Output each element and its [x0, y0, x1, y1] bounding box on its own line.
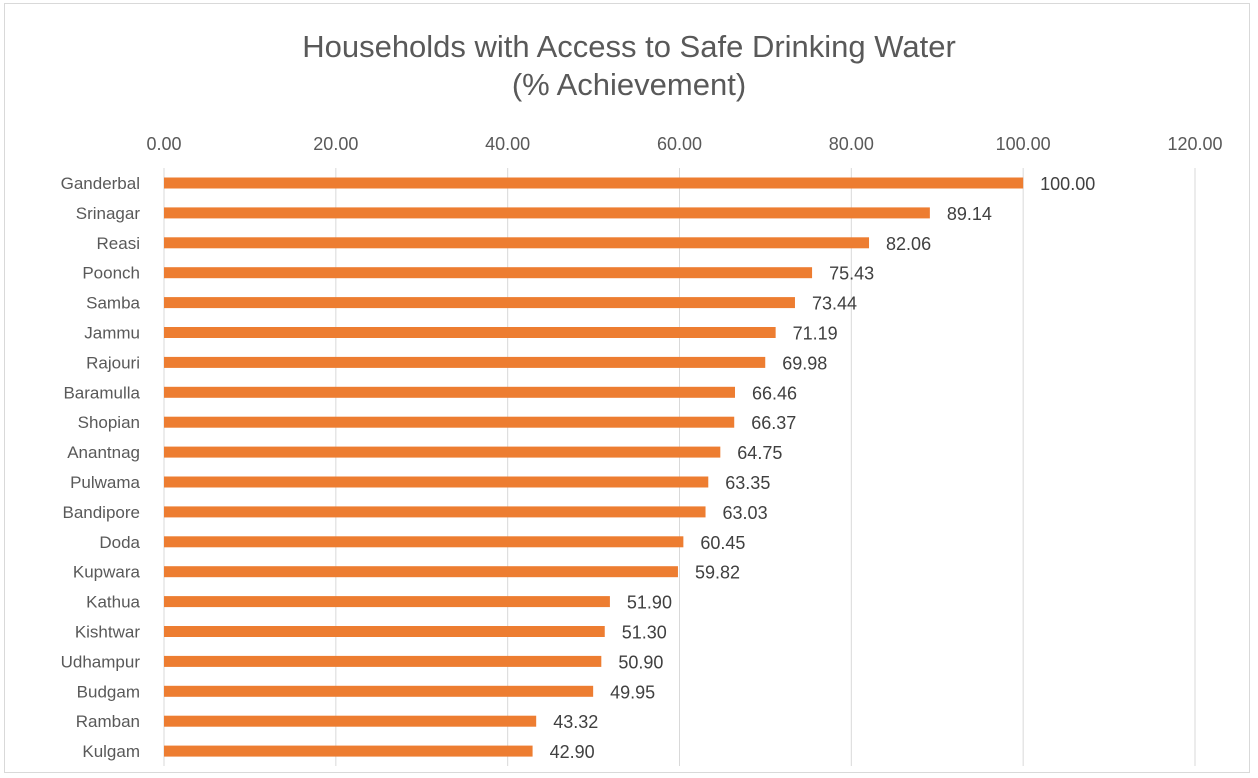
data-label: 51.90 [627, 593, 672, 613]
data-label: 66.46 [752, 383, 797, 403]
data-label: 63.03 [723, 503, 768, 523]
bar [164, 715, 537, 727]
category-label: Anantnag [67, 443, 140, 462]
chart-title-line1: Households with Access to Safe Drinking … [302, 29, 956, 64]
category-labels: Ganderbal Srinagar Reasi Poonch Samba Jammu Ra… [61, 174, 141, 761]
data-label: 71.19 [793, 324, 838, 344]
data-label: 69.98 [782, 353, 827, 373]
category-label: Rajouri [86, 353, 140, 372]
x-tick-label: 20.00 [313, 134, 358, 154]
category-label: Ramban [76, 712, 140, 731]
x-tick-label: 120.00 [1167, 134, 1222, 154]
category-label: Ganderbal [61, 174, 140, 193]
gridlines [163, 168, 1196, 766]
data-label: 63.35 [725, 473, 770, 493]
data-label: 75.43 [829, 264, 874, 284]
bar [164, 745, 533, 757]
category-label: Poonch [82, 264, 140, 283]
bar [164, 177, 1024, 189]
category-label: Kishtwar [75, 623, 141, 642]
category-label: Srinagar [76, 204, 141, 223]
x-tick-label: 100.00 [996, 134, 1051, 154]
x-tick-label: 80.00 [829, 134, 874, 154]
chart-title: Households with Access to Safe Drinking … [0, 28, 1258, 104]
data-label: 100.00 [1040, 174, 1095, 194]
category-label: Jammu [84, 324, 140, 343]
x-tick-label: 40.00 [485, 134, 530, 154]
category-label: Pulwama [70, 473, 140, 492]
bar [164, 446, 721, 458]
bar [164, 297, 795, 309]
data-label: 60.45 [700, 533, 745, 553]
bar [164, 626, 605, 637]
x-tick-label: 0.00 [146, 134, 181, 154]
category-label: Kulgam [82, 742, 140, 761]
data-label: 82.06 [886, 234, 931, 254]
x-axis-ticks: 0.00 20.00 40.00 60.00 80.00 100.00 120.00 [146, 134, 1222, 154]
bar [164, 685, 594, 697]
category-label: Udhampur [61, 652, 141, 671]
bar [164, 207, 930, 219]
category-label: Reasi [97, 234, 140, 253]
data-label: 64.75 [737, 443, 782, 463]
category-label: Budgam [77, 682, 140, 701]
category-label: Baramulla [63, 383, 140, 402]
data-label: 66.37 [751, 413, 796, 433]
data-label: 51.30 [622, 623, 667, 643]
bar [164, 506, 706, 518]
category-label: Doda [99, 533, 140, 552]
bar [164, 566, 678, 578]
data-label: 89.14 [947, 204, 992, 224]
chart-subtitle: (% Achievement) [511, 67, 747, 102]
bar [164, 596, 610, 608]
bars [164, 177, 1024, 757]
bar [164, 386, 736, 398]
bar [164, 267, 813, 279]
bar [164, 476, 709, 488]
x-tick-label: 60.00 [657, 134, 702, 154]
category-label: Kathua [86, 593, 140, 612]
data-label: 59.82 [695, 563, 740, 583]
data-labels: 100.00 89.14 82.06 75.43 73.44 71.19 69.98 66.4… [550, 174, 1096, 762]
bar [164, 327, 776, 338]
data-label: 49.95 [610, 682, 655, 702]
data-label: 43.32 [553, 712, 598, 732]
category-label: Kupwara [73, 563, 141, 582]
category-label: Bandipore [62, 503, 140, 522]
bar [164, 416, 735, 428]
data-label: 42.90 [550, 742, 595, 762]
category-label: Samba [86, 294, 140, 313]
bar [164, 536, 684, 548]
bar [164, 655, 602, 667]
data-label: 50.90 [618, 652, 663, 672]
category-label: Shopian [78, 413, 140, 432]
bar [164, 356, 766, 368]
data-label: 73.44 [812, 294, 857, 314]
bar [164, 237, 870, 249]
